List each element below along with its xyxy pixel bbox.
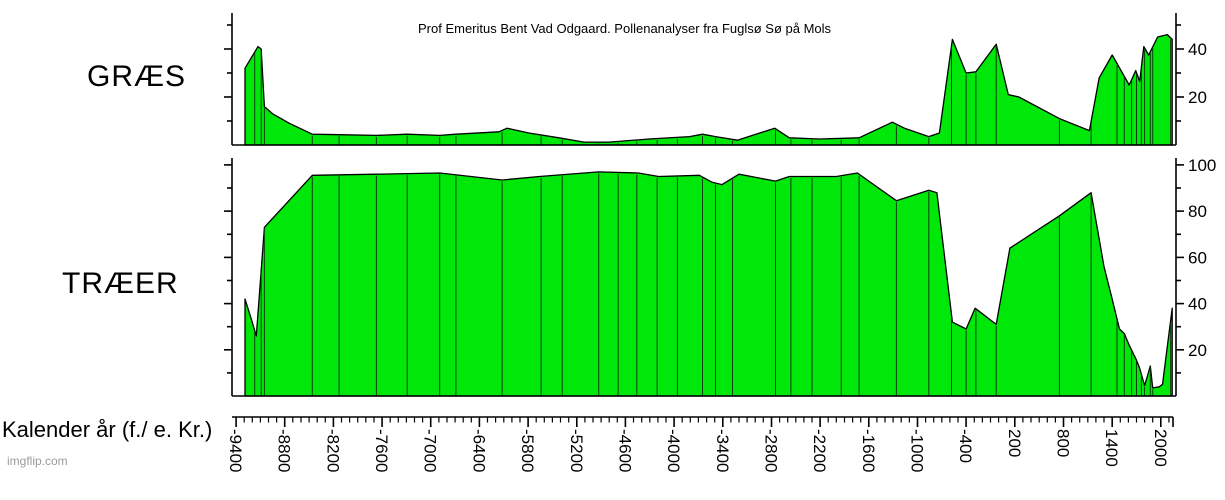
- x-tick-label: -3400: [712, 429, 732, 473]
- x-tick-label: -5200: [566, 429, 586, 473]
- x-tick-label: -6400: [469, 429, 489, 473]
- y-tick-label: 60: [1188, 248, 1207, 267]
- x-tick-label: -7000: [420, 429, 440, 473]
- y-tick-label: 100: [1188, 156, 1216, 175]
- x-axis-title: Kalender år (f./ e. Kr.): [2, 417, 213, 442]
- x-tick-label: -1000: [907, 429, 927, 473]
- x-tick-label: -400: [956, 429, 976, 464]
- y-tick-label: 40: [1188, 40, 1207, 59]
- x-tick-label: -7600: [372, 429, 392, 473]
- y-tick-label: 20: [1188, 88, 1207, 107]
- x-tick-label: -4000: [664, 429, 684, 473]
- x-tick-label: -9400: [226, 429, 246, 473]
- x-tick-label: 1400: [1102, 429, 1122, 467]
- chart-title: Prof Emeritus Bent Vad Odgaard. Pollenan…: [418, 21, 832, 36]
- x-tick-label: -5800: [518, 429, 538, 473]
- x-tick-label: 200: [1004, 429, 1024, 458]
- y-tick-label: 20: [1188, 341, 1207, 360]
- x-axis-ruler: [232, 416, 1174, 427]
- x-tick-label: -2200: [810, 429, 830, 473]
- y-tick-label: 40: [1188, 295, 1207, 314]
- imgflip-watermark: imgflip.com: [7, 454, 68, 468]
- x-tick-label: -1600: [858, 429, 878, 473]
- x-tick-label: -2800: [761, 429, 781, 473]
- x-tick-label: 800: [1053, 429, 1073, 458]
- x-tick-label: -8200: [323, 429, 343, 473]
- x-tick-label: -4600: [615, 429, 635, 473]
- x-tick-label: 2000: [1150, 429, 1170, 467]
- traeer-label: TRÆER: [62, 267, 179, 300]
- x-tick-label: -8800: [274, 429, 294, 473]
- y-tick-label: 80: [1188, 202, 1207, 221]
- traeer-area-chart: 20 40 60 80 100: [224, 156, 1216, 397]
- graes-label: GRÆS: [87, 60, 187, 93]
